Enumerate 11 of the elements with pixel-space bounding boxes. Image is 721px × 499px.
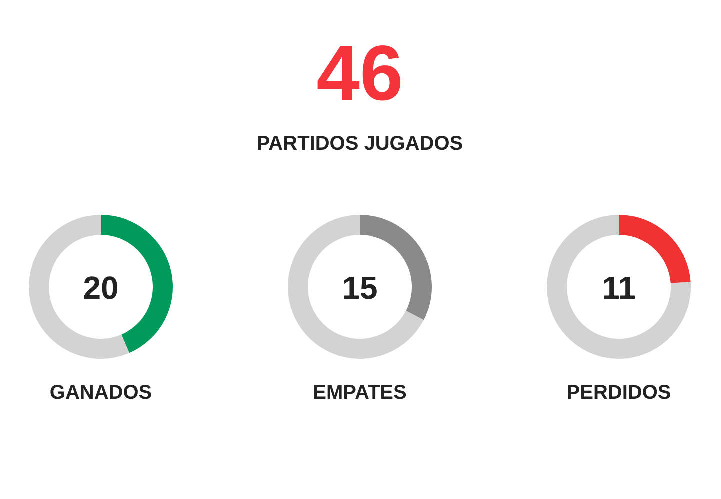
- donut-slice: [547, 215, 691, 359]
- text: 15: [342, 270, 378, 306]
- text: 20: [83, 270, 119, 306]
- text: PERDIDOS: [566, 382, 672, 404]
- donut-slice: [288, 215, 424, 359]
- text: 11: [602, 270, 636, 306]
- text: PARTIDOS JUGADOS: [256, 133, 464, 155]
- donut-slice: [29, 215, 130, 359]
- text: EMPATES: [313, 382, 407, 404]
- text: 46: [316, 29, 404, 117]
- text: GANADOS: [50, 382, 152, 404]
